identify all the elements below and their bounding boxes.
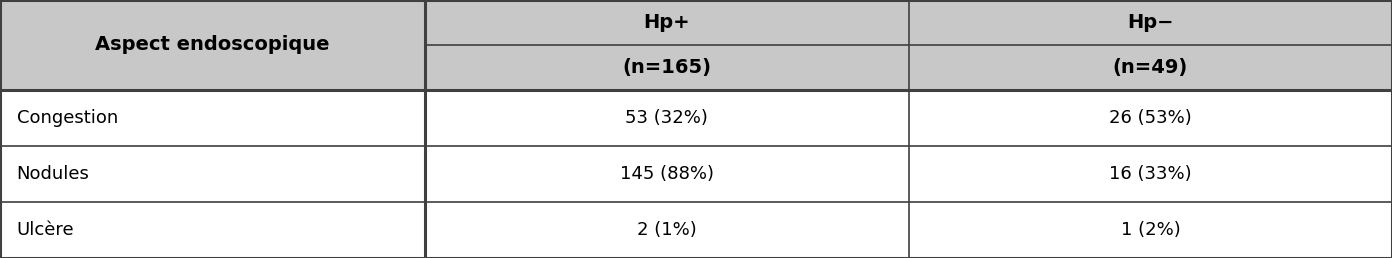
Bar	[0, 90, 425, 146]
Text: 145 (88%): 145 (88%)	[619, 165, 714, 183]
Bar	[425, 90, 909, 146]
Text: 26 (53%): 26 (53%)	[1109, 109, 1192, 127]
Text: Nodules: Nodules	[17, 165, 89, 183]
Text: 1 (2%): 1 (2%)	[1121, 221, 1180, 239]
Text: (n=49): (n=49)	[1112, 58, 1189, 77]
Bar	[909, 0, 1392, 90]
Text: 53 (32%): 53 (32%)	[625, 109, 709, 127]
Bar	[909, 202, 1392, 258]
Bar	[0, 146, 425, 202]
Text: Hp−: Hp−	[1128, 13, 1173, 32]
Text: 16 (33%): 16 (33%)	[1109, 165, 1192, 183]
Bar	[0, 0, 425, 90]
Text: Hp+: Hp+	[643, 13, 690, 32]
Bar	[909, 146, 1392, 202]
Text: (n=165): (n=165)	[622, 58, 711, 77]
Text: 2 (1%): 2 (1%)	[638, 221, 696, 239]
Text: Aspect endoscopique: Aspect endoscopique	[95, 36, 330, 54]
Bar	[0, 202, 425, 258]
Bar	[909, 90, 1392, 146]
Text: Ulcère: Ulcère	[17, 221, 74, 239]
Bar	[425, 0, 909, 90]
Bar	[425, 146, 909, 202]
Bar	[425, 202, 909, 258]
Text: Congestion: Congestion	[17, 109, 118, 127]
